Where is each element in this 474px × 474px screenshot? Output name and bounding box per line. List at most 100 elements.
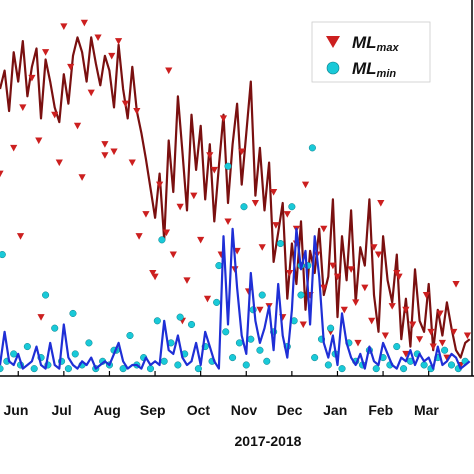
ml-max-point <box>28 74 36 82</box>
ml-min-point <box>263 357 271 365</box>
ml-min-point <box>256 346 264 354</box>
ml-max-point <box>443 354 451 362</box>
ml-max-point <box>133 108 141 115</box>
ml-max-point <box>347 266 355 273</box>
ml-max-point <box>329 262 337 270</box>
x-tick-label: Jun <box>4 402 29 418</box>
ml-max-line-series <box>0 36 471 359</box>
ml-max-point <box>251 200 259 207</box>
ml-max-point <box>320 225 328 233</box>
ml-max-point <box>301 181 310 189</box>
ml-min-point <box>420 361 428 369</box>
ml-max-point <box>436 310 444 318</box>
ml-min-point <box>242 361 250 369</box>
ml-max-point <box>169 251 177 259</box>
ml-max-point <box>67 63 75 71</box>
ml-min-point <box>311 354 319 362</box>
ml-max-point <box>176 203 184 211</box>
ml-max-point <box>165 67 173 75</box>
ml-max-point <box>101 141 109 148</box>
ml-min-point <box>308 144 316 152</box>
ml-min-point <box>441 346 449 354</box>
ml-min-point <box>158 236 166 244</box>
ml-min-point <box>0 365 4 373</box>
ml-max-point <box>409 321 417 329</box>
x-tick-label: Jul <box>51 402 71 418</box>
ml-min-point <box>23 343 31 351</box>
ml-min-point <box>213 298 221 306</box>
ml-max-point <box>340 306 348 314</box>
ml-min-point <box>258 291 266 299</box>
legend-label-ml-min: MLmin <box>352 59 396 80</box>
ml-max-point <box>450 328 458 336</box>
ml-max-point <box>258 244 266 251</box>
ml-min-point <box>327 324 335 332</box>
ml-max-point <box>429 343 437 351</box>
ml-max-point <box>233 247 241 255</box>
ml-max-point <box>101 152 109 159</box>
ml-min-point <box>51 324 59 332</box>
legend-label-ml-max: MLmax <box>352 33 399 54</box>
ml-max-point <box>156 181 164 189</box>
ml-max-point <box>463 332 472 340</box>
x-tick-label: Sep <box>140 402 166 418</box>
ml-max-point <box>121 100 130 108</box>
ml-max-point <box>438 339 446 347</box>
ml-max-point <box>19 104 27 111</box>
ml-max-point <box>78 174 86 181</box>
ml-min-point <box>194 365 202 373</box>
x-tick-label: Mar <box>414 402 439 418</box>
ml-max-point <box>94 34 102 42</box>
ml-max-point <box>283 211 291 218</box>
ml-min-point <box>338 365 346 373</box>
ml-min-point <box>372 365 380 373</box>
ml-max-line <box>0 36 471 359</box>
ml-max-point-series <box>0 19 472 369</box>
ml-max-point <box>128 159 136 167</box>
ml-max-point <box>299 321 307 329</box>
ml-min-point <box>400 365 408 373</box>
ml-min-point <box>229 354 237 362</box>
ml-max-point <box>37 314 45 321</box>
ml-min-point <box>64 365 72 373</box>
ml-max-point <box>333 273 342 281</box>
ml-min-point <box>222 328 230 336</box>
ml-min-point <box>324 361 332 369</box>
ml-max-point <box>415 336 424 343</box>
ml-max-point <box>422 292 430 299</box>
ml-min-point <box>0 251 6 259</box>
ml-max-point <box>149 269 157 277</box>
ml-max-point <box>238 148 246 156</box>
ml-max-point <box>210 166 218 174</box>
ml-min-point <box>71 350 79 358</box>
ml-max-point <box>402 350 410 358</box>
ml-max-point <box>320 284 328 292</box>
ml-min-point <box>276 239 285 248</box>
ml-min-point <box>30 365 38 373</box>
ml-max-point <box>377 200 385 207</box>
x-tick-label: Nov <box>231 402 258 418</box>
ml-max-point <box>272 222 280 229</box>
ml-min-point <box>297 291 305 299</box>
ml-max-point <box>60 23 68 30</box>
ml-max-point <box>35 137 43 145</box>
ml-max-point <box>110 148 118 156</box>
ml-max-point <box>352 299 360 306</box>
ml-max-point <box>55 159 63 167</box>
ml-max-point <box>162 229 171 237</box>
x-axis-label: 2017-2018 <box>235 433 302 449</box>
legend-marker-ml-min <box>326 61 340 75</box>
ml-max-point <box>402 306 410 314</box>
ml-max-point <box>427 328 435 336</box>
ml-max-point <box>142 211 150 218</box>
ml-min-point <box>393 343 401 351</box>
ml-max-point <box>361 284 369 292</box>
ml-max-point <box>73 122 82 130</box>
ml-min-point <box>10 350 18 358</box>
ml-max-point <box>285 269 294 277</box>
ml-min-point <box>69 309 77 317</box>
ml-max-point <box>270 189 278 196</box>
ml-max-point <box>370 244 378 251</box>
x-tick-label: Jan <box>323 402 347 418</box>
legend: MLmax MLmin <box>311 21 431 83</box>
